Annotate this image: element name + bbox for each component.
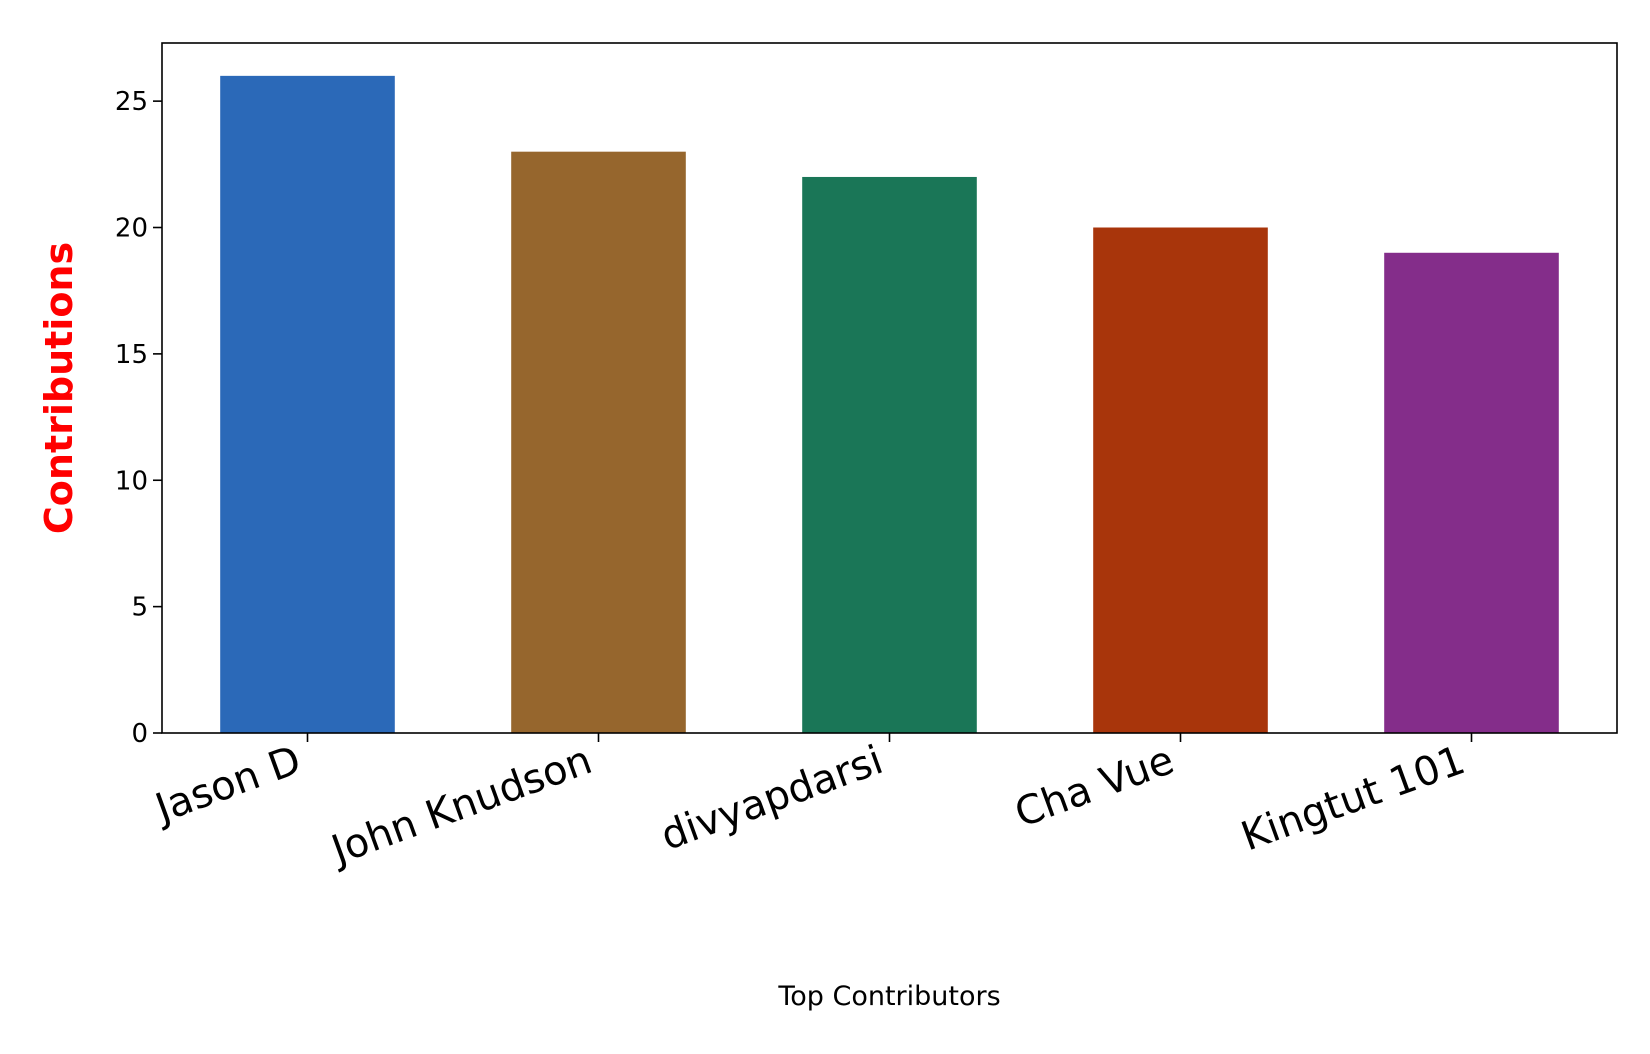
x-axis-label: Top Contributors bbox=[777, 981, 1000, 1012]
bars-layer bbox=[220, 75, 1559, 734]
bar-2 bbox=[511, 151, 686, 733]
y-tick-label: 5 bbox=[131, 593, 148, 623]
bar-5 bbox=[1384, 252, 1559, 733]
y-tick-label: 15 bbox=[115, 340, 148, 370]
bar-4 bbox=[1093, 227, 1268, 733]
bar-3 bbox=[802, 176, 977, 733]
x-tick-label: divyapdarsi bbox=[655, 737, 889, 860]
y-tick-label: 20 bbox=[115, 214, 148, 244]
y-axis: 0 5 10 15 20 25 bbox=[115, 87, 162, 749]
x-tick-label: Jason D bbox=[147, 737, 307, 833]
y-tick-label: 25 bbox=[115, 87, 148, 117]
y-axis-label: Contributions bbox=[37, 242, 81, 534]
plot-frame bbox=[161, 42, 1618, 734]
y-tick-label: 0 bbox=[131, 719, 148, 749]
x-tick-label: John Knudson bbox=[323, 737, 598, 875]
y-tick-label: 10 bbox=[115, 466, 148, 496]
x-tick-label: Kingtut 101 bbox=[1235, 737, 1471, 860]
bar-1 bbox=[220, 75, 395, 734]
x-tick-label: Cha Vue bbox=[1009, 737, 1180, 837]
x-axis: Jason D John Knudson divyapdarsi Cha Vue Kin… bbox=[147, 733, 1473, 875]
